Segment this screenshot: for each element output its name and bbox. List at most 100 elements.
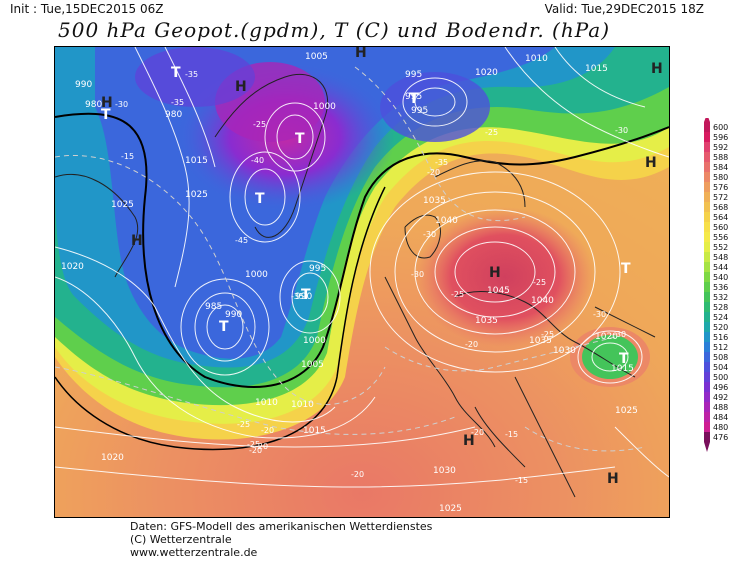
temperature-label: -25 — [451, 290, 464, 299]
temperature-label: -25 — [485, 128, 498, 137]
pressure-labels: 1005 995 1020 1010 1015 990 980 980 1000 1015 1025… — [61, 52, 638, 514]
pressure-label: 995 — [309, 264, 326, 274]
temperature-label: -40 — [251, 156, 264, 165]
high-pressure-marker: H — [645, 155, 657, 171]
pressure-label: 995 — [405, 92, 422, 102]
temperature-label: -20 — [351, 470, 364, 479]
pressure-label: 1010 — [525, 54, 548, 64]
weather-map: 1005 995 1020 1010 1015 990 980 980 1000 1015 1025… — [54, 46, 670, 518]
legend-level-label: 592 — [713, 143, 728, 152]
legend-swatch — [704, 122, 710, 132]
pressure-label: 1015 — [303, 426, 326, 436]
pressure-label: 1010 — [291, 400, 314, 410]
pressure-label: 1020 — [61, 262, 84, 272]
high-pressure-marker: H — [489, 265, 501, 281]
legend-swatch — [704, 222, 710, 232]
legend-swatch — [704, 392, 710, 402]
legend-swatch — [704, 372, 710, 382]
temperature-label: -20 — [471, 428, 484, 437]
pressure-label: 1025 — [111, 200, 134, 210]
low-pressure-marker: T — [295, 131, 305, 147]
temperature-label: -45 — [235, 236, 248, 245]
pressure-label: 1015 — [185, 156, 208, 166]
legend-level-label: 504 — [713, 363, 728, 372]
geopotential-line-564 — [55, 186, 386, 451]
legend-level-label: 544 — [713, 263, 728, 272]
legend-level-label: 524 — [713, 313, 728, 322]
temperature-label: -35 — [435, 158, 448, 167]
legend-swatch — [704, 402, 710, 412]
pressure-label: 1005 — [301, 360, 324, 370]
pressure-label: 1040 — [435, 216, 458, 226]
legend-swatch — [704, 292, 710, 302]
legend-level-label: 584 — [713, 163, 728, 172]
legend-swatch — [704, 142, 710, 152]
temperature-label: -30 — [615, 126, 628, 135]
low-pressure-marker: T — [219, 319, 229, 335]
legend-canvas: 6005965925885845805765725685645605565525… — [704, 114, 728, 452]
high-pressure-marker: H — [131, 233, 143, 249]
legend-level-label: 528 — [713, 303, 728, 312]
legend-level-label: 516 — [713, 333, 728, 342]
high-pressure-marker: H — [463, 433, 475, 449]
temperature-labels: -35-35-30-40-45-25-35-15-20-25 -30-25-30-… — [115, 70, 628, 485]
temperature-label: -30 — [423, 230, 436, 239]
temperature-label: -20 — [255, 442, 268, 451]
footer-data-source: Daten: GFS-Modell des amerikanischen Wet… — [130, 520, 433, 533]
legend-swatch — [704, 302, 710, 312]
low-pressure-marker: T — [619, 351, 629, 367]
legend-level-label: 508 — [713, 353, 728, 362]
legend-swatch — [704, 162, 710, 172]
legend-level-label: 488 — [713, 403, 728, 412]
pressure-label: 1020 — [101, 453, 124, 463]
legend-swatch — [704, 422, 710, 432]
temperature-label: -25 — [253, 120, 266, 129]
temperature-label: -15 — [121, 152, 134, 161]
legend-swatch — [704, 132, 710, 142]
legend-swatch — [704, 312, 710, 322]
legend-swatch — [704, 172, 710, 182]
pressure-label: 995 — [405, 70, 422, 80]
footer-website: www.wetterzentrale.de — [130, 546, 258, 559]
temperature-label: -30 — [115, 100, 128, 109]
pressure-label: 1035 — [423, 196, 446, 206]
pressure-label: 1035 — [529, 336, 552, 346]
legend-swatch — [704, 242, 710, 252]
high-pressure-marker: H — [355, 47, 367, 61]
pressure-label: 995 — [411, 106, 428, 116]
pressure-label: 1040 — [531, 296, 554, 306]
legend-level-label: 576 — [713, 183, 728, 192]
high-pressure-marker: H — [101, 95, 113, 111]
legend-level-label: 596 — [713, 133, 728, 142]
pressure-label: 1025 — [185, 190, 208, 200]
legend-swatch — [704, 432, 710, 442]
legend-end-arrow — [704, 442, 710, 452]
temperature-label: -25 — [247, 440, 260, 449]
legend-swatch — [704, 202, 710, 212]
color-scale-legend: 600 596 592 588 584 580 576 572 568 564 560 556 552 5… — [672, 114, 732, 453]
pressure-label: 1015 — [585, 64, 608, 74]
legend-level-label: 476 — [713, 433, 728, 442]
legend-swatch — [704, 282, 710, 292]
temperature-label: -20 — [427, 168, 440, 177]
legend-level-label: 564 — [713, 213, 728, 222]
legend-level-label: 588 — [713, 153, 728, 162]
pressure-label: 1000 — [303, 336, 326, 346]
pressure-label: 1015 — [611, 364, 634, 374]
legend-swatch — [704, 252, 710, 262]
temperature-label: -25 — [237, 420, 250, 429]
legend-swatch — [704, 232, 710, 242]
legend-level-label: 568 — [713, 203, 728, 212]
pressure-label: 980 — [165, 110, 182, 120]
pressure-label: 990 — [75, 80, 92, 90]
legend-swatch — [704, 262, 710, 272]
cutoff-low-core — [582, 335, 638, 379]
pressure-label: 985 — [205, 302, 222, 312]
temperature-label: -35 — [291, 292, 304, 301]
temperature-label: -20 — [249, 446, 262, 455]
legend-level-label: 484 — [713, 413, 728, 422]
high-pressure-marker: H — [235, 79, 247, 95]
legend-start-arrow — [704, 114, 710, 122]
legend-swatch — [704, 362, 710, 372]
